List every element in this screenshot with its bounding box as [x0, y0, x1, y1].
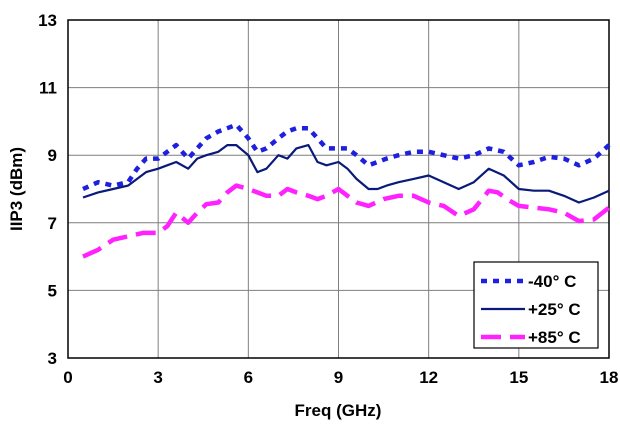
y-tick-label: 13 [38, 11, 57, 30]
x-tick-label: 12 [419, 368, 438, 387]
plot-area-frame [67, 19, 610, 359]
y-tick-label: 11 [39, 79, 57, 98]
y-tick-label: 5 [48, 281, 57, 300]
x-tick-label: 6 [244, 368, 253, 387]
legend: -40° C +25° C +85° C [473, 261, 599, 349]
x-axis-label: Freq (GHz) [295, 401, 382, 420]
x-tick-label: 3 [153, 368, 162, 387]
y-tick-label: 3 [48, 349, 57, 368]
series-line-1 [82, 144, 610, 204]
x-tick-label: 15 [509, 368, 528, 387]
y-tick-label: 9 [48, 146, 57, 165]
x-tick-label: 18 [600, 368, 619, 387]
y-tick-label: 7 [48, 214, 57, 233]
x-tick-label: 9 [334, 368, 343, 387]
legend-label-1: +25° C [528, 300, 581, 319]
series-line-0 [82, 122, 611, 192]
y-axis-label: IIP3 (dBm) [7, 147, 26, 231]
series-line-2 [82, 183, 611, 259]
legend-label-2: +85° C [528, 328, 581, 347]
legend-box [473, 261, 599, 349]
legend-label-0: -40° C [528, 272, 576, 291]
x-tick-label: 0 [63, 368, 72, 387]
series-lines [82, 122, 611, 259]
